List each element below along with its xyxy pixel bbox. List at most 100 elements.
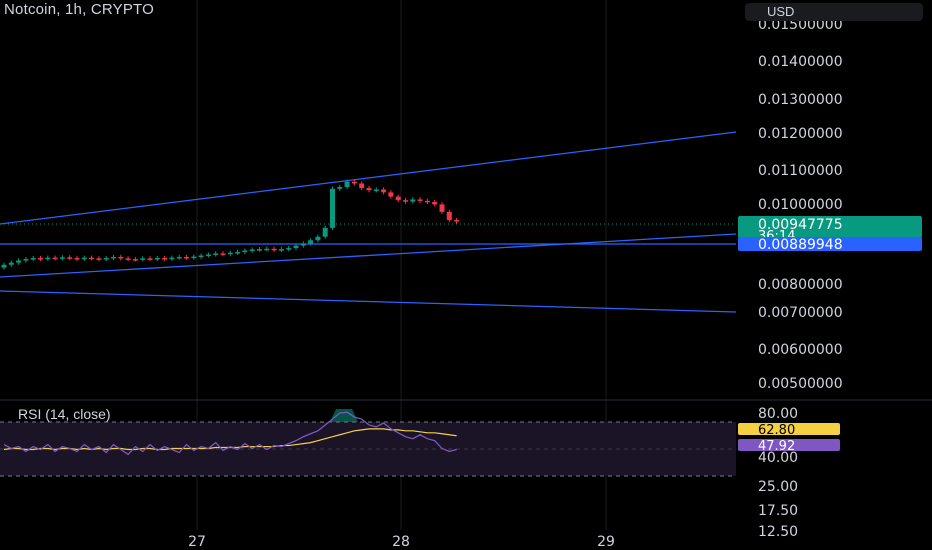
candle-body xyxy=(330,188,335,228)
candle-body xyxy=(67,257,73,259)
price-tick: 0.01000000 xyxy=(758,197,843,213)
candle-body xyxy=(162,258,168,260)
candle-body xyxy=(395,196,401,201)
candle-body xyxy=(8,262,14,265)
price-tick: 0.00800000 xyxy=(758,277,843,293)
candle-body xyxy=(147,258,153,260)
candle-body xyxy=(388,192,394,197)
candle-body xyxy=(89,257,95,260)
candle-body xyxy=(344,181,350,188)
svg-text:0.00947775: 0.00947775 xyxy=(758,217,843,233)
candle-body xyxy=(242,250,248,253)
candle-body xyxy=(103,258,109,260)
time-label: 29 xyxy=(597,534,615,550)
candle-body xyxy=(439,204,445,212)
candle-body xyxy=(300,243,306,246)
candle-body xyxy=(16,260,22,263)
time-label: 28 xyxy=(392,534,410,550)
candle-body xyxy=(315,236,321,241)
lower-channel-line xyxy=(0,233,737,278)
candle-body xyxy=(23,259,29,261)
candle-body xyxy=(140,258,146,260)
candle-body xyxy=(264,248,270,251)
candle-body xyxy=(198,255,204,258)
candle-body xyxy=(417,199,423,201)
candle-body xyxy=(359,183,365,189)
candle-body xyxy=(424,200,430,203)
candle-body xyxy=(249,249,255,252)
candle-body xyxy=(205,254,211,256)
rsi-line xyxy=(3,411,457,456)
candle-body xyxy=(59,257,65,259)
candle-body xyxy=(322,227,328,237)
candle-body xyxy=(227,252,233,255)
candle-body xyxy=(176,256,182,259)
price-tick: 0.01200000 xyxy=(758,126,843,142)
candle-body xyxy=(278,249,284,251)
candle-body xyxy=(403,200,408,202)
svg-text:47.92: 47.92 xyxy=(758,439,795,454)
rsi-tick: 40.00 xyxy=(758,450,798,466)
price-tick: 0.00500000 xyxy=(758,376,843,392)
candle-body xyxy=(337,187,343,189)
time-label: 27 xyxy=(188,534,206,550)
candle-body xyxy=(446,211,452,221)
price-tick: 0.01500000 xyxy=(758,17,843,33)
horizontal-line-label: 0.00889948 xyxy=(738,237,922,253)
candle-body xyxy=(96,258,102,260)
svg-text:0.00889948: 0.00889948 xyxy=(758,237,843,253)
candle-body xyxy=(191,256,197,259)
rsi-tick: 25.00 xyxy=(758,479,798,495)
candle-body xyxy=(184,256,189,259)
candle-body xyxy=(81,257,87,260)
price-tick: 0.00600000 xyxy=(758,342,843,358)
upper-channel-line xyxy=(0,131,737,225)
rsi-tick: 12.50 xyxy=(758,524,798,540)
symbol-title[interactable]: Notcoin, 1h, CRYPTO xyxy=(4,1,154,18)
rsi-tick: 17.50 xyxy=(758,503,798,519)
candle-body xyxy=(132,259,138,261)
rsi-overbought-fill xyxy=(330,409,358,422)
candle-body xyxy=(257,249,262,251)
price-axis[interactable]: 0.01500000 0.01400000 0.01300000 0.01200… xyxy=(758,17,843,392)
currency-button[interactable]: USD xyxy=(745,3,923,21)
candle-body xyxy=(169,257,175,260)
candle-body xyxy=(381,189,387,193)
rsi-title[interactable]: RSI (14, close) xyxy=(18,406,111,422)
price-tick: 0.01400000 xyxy=(758,54,843,70)
candle-body xyxy=(74,258,80,260)
svg-text:62.80: 62.80 xyxy=(758,423,795,438)
time-axis[interactable]: 27 28 29 xyxy=(188,534,615,550)
candle-body xyxy=(118,256,124,259)
rsi-value-label: 47.92 xyxy=(738,439,840,454)
candle-body xyxy=(220,253,226,255)
trendlines[interactable] xyxy=(0,131,737,313)
price-tick: 0.01300000 xyxy=(758,92,843,108)
candle-body xyxy=(366,188,372,191)
candle-body xyxy=(52,257,58,260)
candle-body xyxy=(125,258,131,260)
rsi-tick: 80.00 xyxy=(758,406,798,422)
candlestick-series xyxy=(1,179,460,270)
candle-body xyxy=(111,256,116,259)
price-tick: 0.00700000 xyxy=(758,305,843,321)
candle-body xyxy=(1,264,7,268)
candle-body xyxy=(38,258,43,260)
candle-body xyxy=(432,201,438,205)
candle-body xyxy=(293,245,299,249)
candle-body xyxy=(30,258,36,260)
candle-body xyxy=(213,253,219,255)
candle-body xyxy=(154,258,160,260)
rsi-ma-value-label: 62.80 xyxy=(738,423,840,438)
bottom-trend-line xyxy=(0,290,737,313)
candle-body xyxy=(308,240,314,244)
candle-body xyxy=(45,257,51,260)
candle-body xyxy=(271,248,277,251)
candle-body xyxy=(286,248,292,250)
price-tick: 0.01100000 xyxy=(758,163,843,179)
candle-body xyxy=(410,199,416,202)
candle-body xyxy=(454,220,460,222)
rsi-pane[interactable]: 80.00 40.00 25.00 17.50 12.50 62.80 47.9… xyxy=(0,406,840,540)
candle-body xyxy=(351,181,357,184)
